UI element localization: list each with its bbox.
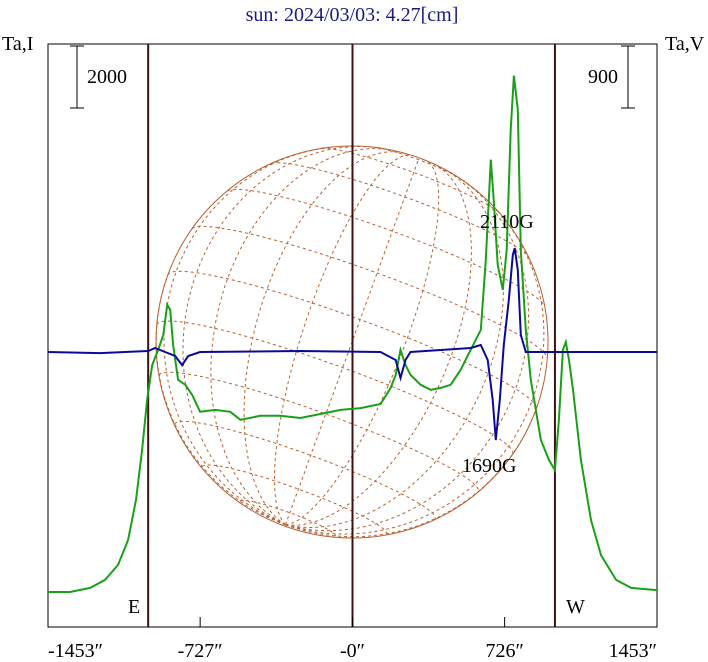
scale-bar: [70, 45, 84, 109]
series-line: [47, 247, 657, 441]
grid-curve: [227, 188, 546, 307]
x-tick-label: -727″: [178, 640, 223, 662]
scale-bar-label: 900: [588, 66, 618, 88]
grid-curve: [271, 162, 529, 258]
scale-bar: [621, 45, 635, 109]
grid-curve: [321, 147, 500, 214]
grid-curve: [158, 371, 479, 492]
grid-curve: [274, 154, 412, 526]
x-tick-label: -1453″: [48, 640, 103, 662]
grid-curve: [210, 148, 392, 526]
series-line: [48, 75, 658, 593]
grid-curve: [285, 177, 530, 532]
grid-curve: [243, 151, 405, 526]
grid-curve: [285, 169, 504, 529]
y2-axis-label: Ta,V: [665, 33, 705, 55]
grid-curve: [182, 145, 377, 526]
limb-label: E: [128, 596, 140, 618]
solar-grid: [155, 145, 549, 539]
grid-curve: [285, 160, 440, 526]
limb-label: W: [566, 596, 585, 618]
x-tick-label: 726″: [485, 640, 523, 662]
x-tick-label: -0″: [340, 640, 365, 662]
scale-bar-label: 2000: [87, 66, 127, 88]
grid-curve: [167, 270, 537, 410]
grid-curve: [156, 320, 514, 455]
grid-curve: [285, 205, 545, 535]
annotation: 2110G: [480, 211, 534, 233]
grid-curve: [174, 420, 436, 519]
x-tick-label: 1453″: [609, 640, 657, 662]
grid-curve: [375, 147, 459, 178]
grid-curve: [239, 499, 336, 536]
annotation: 1690G: [462, 455, 516, 477]
grid-curve: [285, 163, 472, 526]
y-axis-label: Ta,I: [2, 33, 33, 55]
grid-curve: [191, 225, 548, 359]
chart-title: sun: 2024/03/03: 4.27[cm]: [246, 4, 459, 26]
